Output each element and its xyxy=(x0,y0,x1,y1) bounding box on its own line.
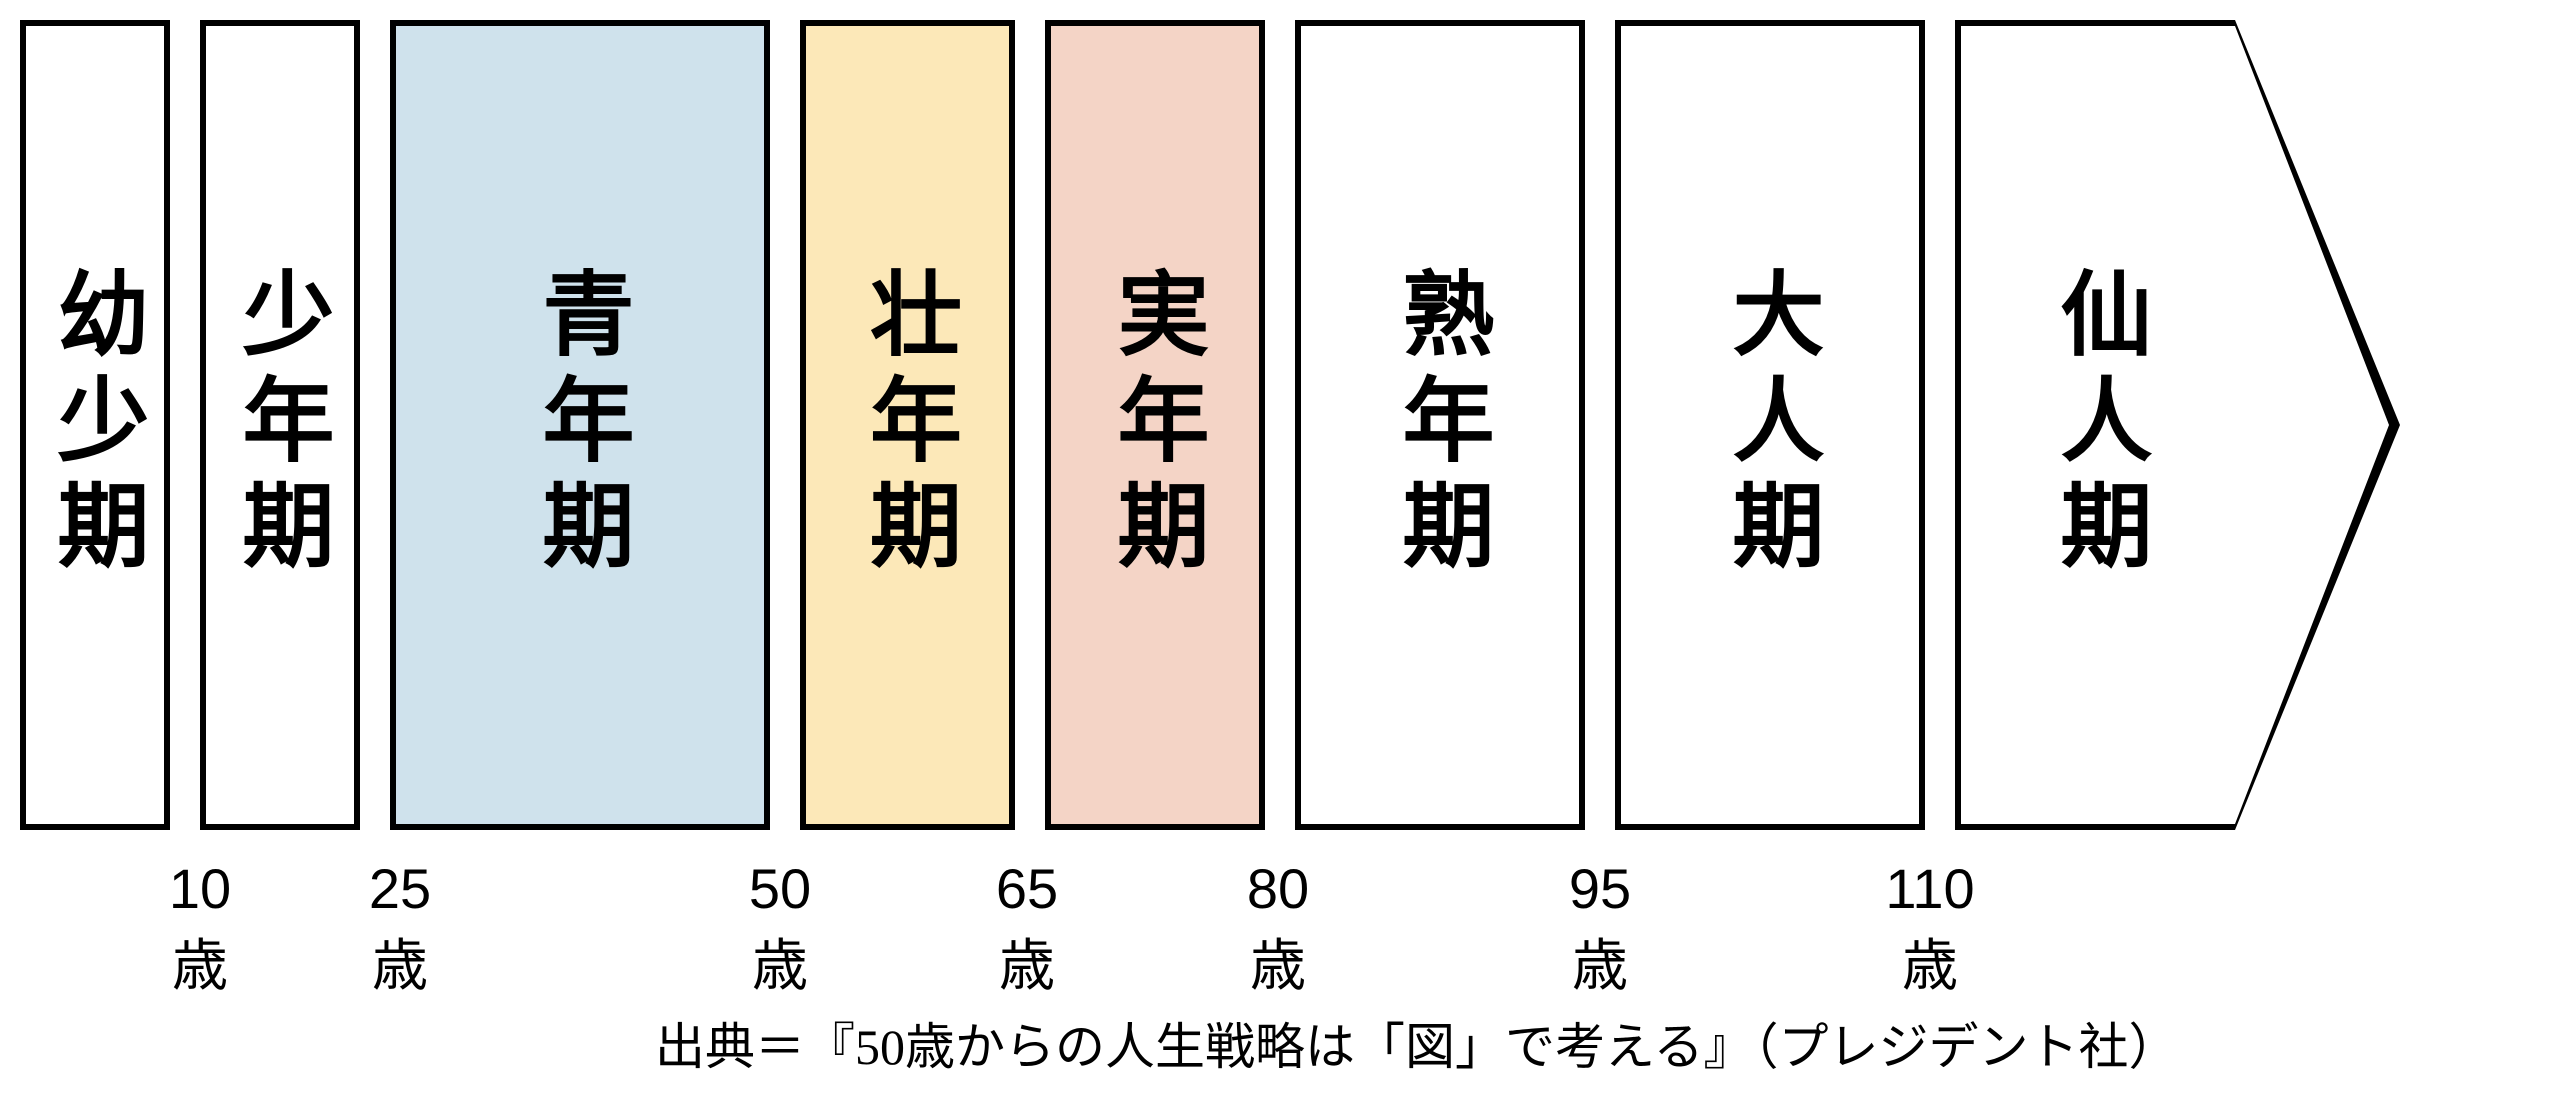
stage-label: 青年期 xyxy=(534,266,626,583)
stage-box-6: 大人期 xyxy=(1615,20,1925,830)
age-marker-0: 10歳 xyxy=(169,850,231,1007)
age-number: 110 xyxy=(1885,850,1974,928)
stage-box-2: 青年期 xyxy=(390,20,770,830)
age-number: 50 xyxy=(749,850,811,928)
age-marker-2: 50歳 xyxy=(749,850,811,1007)
age-unit: 歳 xyxy=(749,928,811,1006)
age-marker-5: 95歳 xyxy=(1569,850,1631,1007)
age-marker-4: 80歳 xyxy=(1247,850,1309,1007)
age-unit: 歳 xyxy=(169,928,231,1006)
age-unit: 歳 xyxy=(1569,928,1631,1006)
stage-box-3: 壮年期 xyxy=(800,20,1015,830)
age-marker-1: 25歳 xyxy=(369,850,431,1007)
stage-box-5: 熟年期 xyxy=(1295,20,1585,830)
age-unit: 歳 xyxy=(369,928,431,1006)
age-unit: 歳 xyxy=(1885,928,1974,1006)
age-number: 80 xyxy=(1247,850,1309,928)
timeline-diagram: 幼少期少年期青年期壮年期実年期熟年期大人期仙人期 10歳25歳50歳65歳80歳… xyxy=(0,0,2560,1094)
age-marker-6: 110歳 xyxy=(1885,850,1974,1007)
ages-row: 10歳25歳50歳65歳80歳95歳110歳 xyxy=(0,850,2560,1020)
age-unit: 歳 xyxy=(996,928,1058,1006)
stages-row: 幼少期 少年期 青年期 壮年期 実年期 熟年期 大人期 仙人期 xyxy=(20,20,2540,830)
stage-label: 実年期 xyxy=(1109,266,1201,583)
age-unit: 歳 xyxy=(1247,928,1309,1006)
age-number: 10 xyxy=(169,850,231,928)
age-number: 65 xyxy=(996,850,1058,928)
stage-label: 壮年期 xyxy=(862,266,954,583)
age-number: 95 xyxy=(1569,850,1631,928)
stage-label: 仙人期 xyxy=(2052,266,2144,583)
stage-box-0: 幼少期 xyxy=(20,20,170,830)
age-number: 25 xyxy=(369,850,431,928)
stage-label: 大人期 xyxy=(1724,266,1816,583)
age-marker-3: 65歳 xyxy=(996,850,1058,1007)
stage-label: 幼少期 xyxy=(49,266,141,583)
stage-label: 熟年期 xyxy=(1394,266,1486,583)
citation-text: 出典＝『50歳からの人生戦略は「図」で考える』（プレジデント社） xyxy=(655,1007,2179,1079)
stage-label: 少年期 xyxy=(234,266,326,583)
stage-box-1: 少年期 xyxy=(200,20,360,830)
stage-box-4: 実年期 xyxy=(1045,20,1265,830)
stage-arrow-final: 仙人期 xyxy=(1955,20,2400,830)
